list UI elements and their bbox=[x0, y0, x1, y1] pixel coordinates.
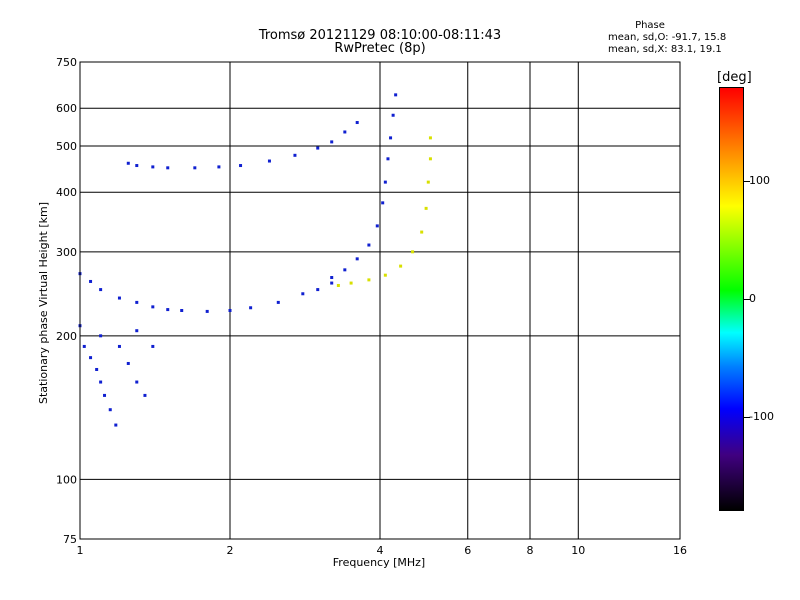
data-point bbox=[126, 361, 130, 365]
data-point bbox=[95, 367, 99, 371]
x-tick-label: 8 bbox=[527, 544, 534, 557]
phase-stats-o-mode: mean, sd,O: -91.7, 15.8 bbox=[608, 32, 727, 43]
x-axis-label: Frequency [MHz] bbox=[333, 556, 425, 569]
data-point bbox=[343, 268, 347, 272]
phase-stats-heading: Phase bbox=[635, 20, 665, 31]
data-point bbox=[293, 153, 297, 157]
plot-frame bbox=[79, 61, 681, 540]
chart-subtitle: RwPretec (8p) bbox=[334, 41, 426, 56]
phase-stats-x-mode: mean, sd,X: 83.1, 19.1 bbox=[608, 44, 722, 55]
data-point bbox=[367, 278, 371, 282]
y-tick-label: 600 bbox=[56, 102, 77, 115]
data-point bbox=[126, 161, 130, 165]
data-point bbox=[336, 283, 340, 287]
plot-grid bbox=[80, 62, 680, 539]
data-point bbox=[89, 279, 93, 283]
data-point bbox=[330, 276, 334, 280]
data-point bbox=[135, 329, 139, 333]
data-point bbox=[117, 344, 121, 348]
y-tick-label: 100 bbox=[56, 473, 77, 486]
x-tick-label: 10 bbox=[571, 544, 585, 557]
data-point bbox=[99, 334, 103, 338]
y-tick-label: 300 bbox=[56, 246, 77, 259]
data-point bbox=[205, 309, 209, 313]
data-point bbox=[135, 300, 139, 304]
data-point bbox=[228, 308, 232, 312]
data-point bbox=[389, 136, 393, 140]
data-point bbox=[117, 296, 121, 300]
colorbar-unit-label: [deg] bbox=[717, 70, 752, 85]
data-point bbox=[166, 166, 170, 170]
data-point bbox=[249, 306, 253, 310]
data-point bbox=[381, 201, 385, 205]
data-point bbox=[82, 344, 86, 348]
data-point bbox=[330, 140, 334, 144]
y-tick-label: 400 bbox=[56, 186, 77, 199]
data-point bbox=[428, 136, 432, 140]
data-point bbox=[316, 288, 320, 292]
chart-title: Tromsø 20121129 08:10:00-08:11:43 bbox=[258, 28, 502, 43]
data-point bbox=[151, 344, 155, 348]
data-point bbox=[135, 380, 139, 384]
data-point bbox=[239, 164, 243, 168]
data-point bbox=[217, 165, 221, 169]
data-point bbox=[135, 164, 139, 168]
data-point bbox=[394, 93, 398, 97]
data-point bbox=[383, 273, 387, 277]
data-point bbox=[391, 113, 395, 117]
data-point bbox=[267, 159, 271, 163]
data-point bbox=[103, 393, 107, 397]
y-tick-label: 200 bbox=[56, 330, 77, 343]
data-point bbox=[114, 423, 118, 427]
x-tick-label: 4 bbox=[377, 544, 384, 557]
data-point bbox=[411, 250, 415, 254]
data-point bbox=[99, 380, 103, 384]
y-tick-label: 750 bbox=[56, 56, 77, 69]
colorbar-tick bbox=[744, 299, 750, 300]
data-point bbox=[355, 121, 359, 125]
scatter-points bbox=[78, 93, 432, 427]
data-point bbox=[399, 264, 403, 268]
data-point bbox=[143, 393, 147, 397]
x-tick-label: 16 bbox=[673, 544, 687, 557]
data-point bbox=[180, 308, 184, 312]
data-point bbox=[276, 300, 280, 304]
data-point bbox=[301, 292, 305, 296]
data-point bbox=[424, 206, 428, 210]
x-tick-label: 1 bbox=[77, 544, 84, 557]
data-point bbox=[151, 165, 155, 169]
colorbar-tick-label: -100 bbox=[749, 409, 774, 423]
data-point bbox=[89, 356, 93, 360]
phase-colorbar bbox=[719, 87, 744, 511]
x-axis-ticks: 1 2 4 6 8 10 16 bbox=[77, 544, 688, 557]
y-axis-label: Stationary phase Virtual Height [km] bbox=[37, 202, 50, 404]
data-point bbox=[330, 281, 334, 285]
data-point bbox=[386, 157, 390, 161]
data-point bbox=[355, 257, 359, 261]
colorbar-tick bbox=[744, 416, 750, 418]
data-point bbox=[420, 230, 424, 234]
colorbar-tick-label: 100 bbox=[749, 174, 770, 188]
colorbar-tick bbox=[744, 181, 750, 183]
y-tick-label: 75 bbox=[63, 533, 77, 546]
data-point bbox=[383, 180, 387, 184]
data-point bbox=[166, 308, 170, 312]
data-point bbox=[151, 305, 155, 309]
data-point bbox=[349, 281, 353, 285]
data-point bbox=[428, 157, 432, 161]
data-point bbox=[375, 224, 379, 228]
y-axis-ticks: 75 100 200 300 400 500 600 750 bbox=[56, 56, 77, 546]
data-point bbox=[99, 288, 103, 292]
x-tick-label: 2 bbox=[227, 544, 234, 557]
data-point bbox=[426, 180, 430, 184]
data-point bbox=[367, 243, 371, 247]
x-tick-label: 6 bbox=[464, 544, 471, 557]
y-tick-label: 500 bbox=[56, 140, 77, 153]
data-point bbox=[316, 146, 320, 150]
data-point bbox=[343, 130, 347, 134]
data-point bbox=[108, 408, 112, 412]
data-point bbox=[193, 166, 197, 170]
colorbar-tick-label: 0 bbox=[749, 292, 756, 305]
